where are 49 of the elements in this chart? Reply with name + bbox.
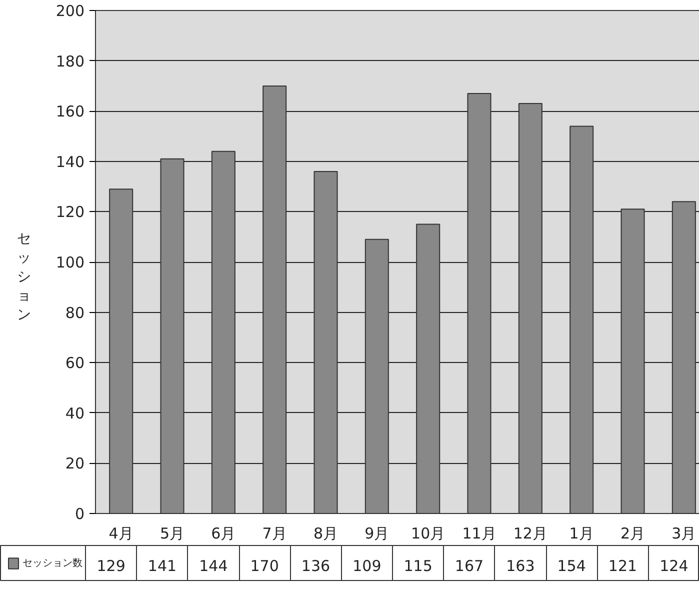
data-label: 170 <box>250 556 279 575</box>
y-tick-label: 160 <box>56 102 85 121</box>
x-tick-label: 12月 <box>513 524 548 542</box>
data-label: 141 <box>148 556 177 575</box>
bar <box>570 126 594 514</box>
x-tick-label: 4月 <box>108 524 134 542</box>
y-tick-label: 60 <box>65 354 85 372</box>
data-label: 154 <box>557 556 586 575</box>
y-axis-title: セッション <box>17 230 32 324</box>
bar <box>364 238 389 514</box>
bar <box>211 150 236 514</box>
bar <box>416 224 440 514</box>
x-tick-label: 9月 <box>364 524 390 542</box>
y-tick-label: 180 <box>56 52 85 70</box>
data-label: 121 <box>608 556 638 575</box>
legend-label: セッション数 <box>22 558 82 569</box>
y-tick-label: 0 <box>74 505 85 523</box>
x-tick-label: 8月 <box>313 524 338 542</box>
bar <box>262 85 287 514</box>
y-tick-label: 40 <box>65 404 85 422</box>
y-tick-label: 120 <box>56 203 85 222</box>
x-tick-label: 3月 <box>672 524 696 542</box>
x-tick-label: 11月 <box>462 524 496 542</box>
x-tick-label: 5月 <box>160 524 185 542</box>
bar <box>620 208 645 514</box>
x-tick-label: 10月 <box>411 524 446 542</box>
bar <box>160 158 184 514</box>
bar <box>467 92 492 514</box>
x-tick-label: 1月 <box>569 524 594 542</box>
bar <box>109 188 134 514</box>
data-label: 129 <box>96 556 126 575</box>
data-label: 109 <box>352 556 382 575</box>
y-tick-label: 100 <box>56 254 85 272</box>
bar <box>314 170 338 514</box>
data-label: 167 <box>454 556 484 575</box>
x-tick-label: 7月 <box>262 524 287 542</box>
data-label: 136 <box>301 556 330 575</box>
data-label: 144 <box>199 556 228 575</box>
y-tick-label: 20 <box>65 454 85 473</box>
y-tick-label: 140 <box>56 152 85 171</box>
y-tick-label: 80 <box>65 304 85 322</box>
data-label: 124 <box>660 556 688 575</box>
bar <box>672 201 696 514</box>
x-tick-label: 6月 <box>211 524 236 542</box>
data-label: 115 <box>404 556 432 575</box>
data-label: 163 <box>506 556 535 575</box>
bar <box>518 103 542 514</box>
x-tick-label: 2月 <box>620 524 646 542</box>
y-tick-label: 200 <box>56 2 85 20</box>
